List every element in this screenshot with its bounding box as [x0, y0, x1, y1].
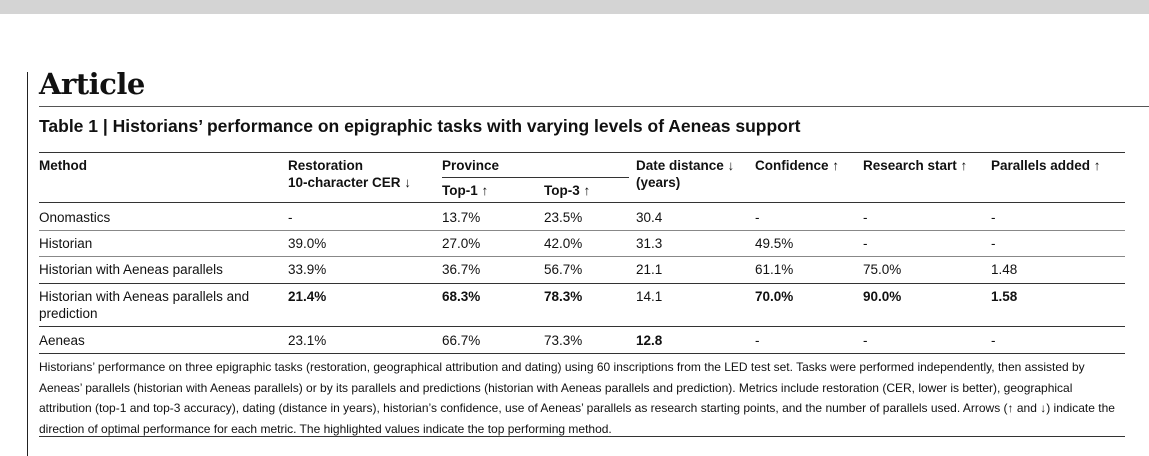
row5-confidence: -	[755, 333, 760, 348]
row2-confidence: 49.5%	[755, 236, 794, 251]
row4-rule	[39, 326, 1125, 327]
row3-rule	[39, 283, 1125, 284]
header-top3: Top-3 ↑	[544, 183, 591, 198]
header-bottom-rule	[39, 202, 1125, 203]
row3-research: 75.0%	[863, 262, 902, 277]
row1-method: Onomastics	[39, 210, 111, 225]
row1-cer: -	[288, 210, 293, 225]
table-top-rule	[39, 152, 1125, 153]
row5-date: 12.8	[636, 333, 663, 348]
row3-cer: 33.9%	[288, 262, 327, 277]
row3-method: Historian with Aeneas parallels	[39, 262, 223, 277]
row1-parallels: -	[991, 210, 996, 225]
row5-method: Aeneas	[39, 333, 85, 348]
header-restoration-line1: Restoration	[288, 158, 364, 173]
row5-parallels: -	[991, 333, 996, 348]
row1-research: -	[863, 210, 868, 225]
row3-confidence: 61.1%	[755, 262, 794, 277]
row4-method-cont: prediction	[39, 306, 98, 321]
row4-top3: 78.3%	[544, 289, 583, 304]
row4-confidence: 70.0%	[755, 289, 794, 304]
table-bottom-rule	[39, 353, 1125, 354]
top-scroll-bar	[0, 0, 1149, 14]
row2-method: Historian	[39, 236, 93, 251]
row3-top1: 36.7%	[442, 262, 481, 277]
row5-top1: 66.7%	[442, 333, 481, 348]
header-restoration-line2: 10-character CER ↓	[288, 175, 412, 190]
row2-parallels: -	[991, 236, 996, 251]
header-parallels-added: Parallels added ↑	[991, 158, 1101, 173]
header-method: Method	[39, 158, 87, 173]
row5-top3: 73.3%	[544, 333, 583, 348]
row1-top1: 13.7%	[442, 210, 481, 225]
header-confidence: Confidence ↑	[755, 158, 840, 173]
row5-cer: 23.1%	[288, 333, 327, 348]
row4-top1: 68.3%	[442, 289, 481, 304]
row4-date: 14.1	[636, 289, 663, 304]
header-date-line2: (years)	[636, 175, 681, 190]
row3-top3: 56.7%	[544, 262, 583, 277]
heading-divider	[39, 106, 1149, 107]
row4-parallels: 1.58	[991, 289, 1018, 304]
row2-top1: 27.0%	[442, 236, 481, 251]
row3-parallels: 1.48	[991, 262, 1018, 277]
row2-date: 31.3	[636, 236, 663, 251]
header-province: Province	[442, 158, 500, 173]
header-date-line1: Date distance ↓	[636, 158, 735, 173]
table-title: Table 1 | Historians’ performance on epi…	[39, 116, 801, 136]
row4-research: 90.0%	[863, 289, 902, 304]
caption-bottom-rule	[39, 436, 1125, 437]
header-top1: Top-1 ↑	[442, 183, 489, 198]
row1-rule	[39, 230, 1125, 231]
row1-top3: 23.5%	[544, 210, 583, 225]
row1-date: 30.4	[636, 210, 663, 225]
row2-rule	[39, 256, 1125, 257]
row4-method: Historian with Aeneas parallels and	[39, 289, 250, 304]
header-research-start: Research start ↑	[863, 158, 968, 173]
province-subrule	[442, 177, 629, 178]
row3-date: 21.1	[636, 262, 663, 277]
row2-research: -	[863, 236, 868, 251]
row2-cer: 39.0%	[288, 236, 327, 251]
row5-research: -	[863, 333, 868, 348]
row4-cer: 21.4%	[288, 289, 327, 304]
table-caption: Historians’ performance on three epigrap…	[39, 360, 1115, 436]
row2-top3: 42.0%	[544, 236, 583, 251]
page-left-rule	[27, 72, 28, 456]
article-heading: Article	[39, 67, 145, 101]
row1-confidence: -	[755, 210, 760, 225]
